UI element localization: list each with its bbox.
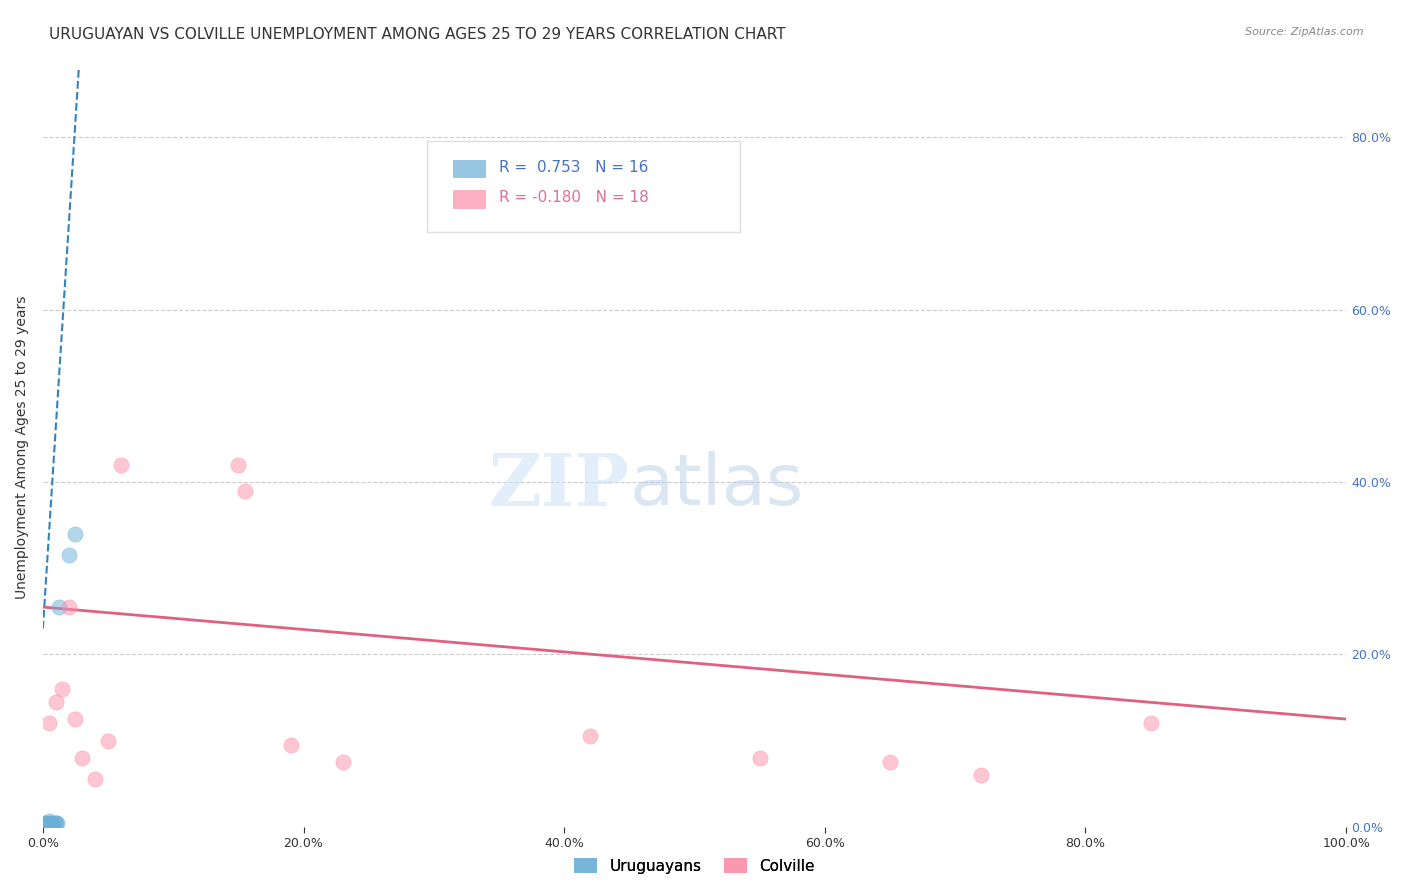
Point bbox=[58, 600, 80, 615]
Point bbox=[32, 820, 55, 834]
Point bbox=[65, 526, 87, 541]
Point bbox=[46, 816, 69, 830]
Point bbox=[233, 483, 256, 498]
Point bbox=[228, 458, 250, 472]
Point bbox=[65, 712, 87, 726]
Text: URUGUAYAN VS COLVILLE UNEMPLOYMENT AMONG AGES 25 TO 29 YEARS CORRELATION CHART: URUGUAYAN VS COLVILLE UNEMPLOYMENT AMONG… bbox=[49, 27, 786, 42]
Point bbox=[34, 817, 56, 831]
Point bbox=[38, 814, 60, 828]
Point bbox=[41, 815, 63, 830]
Point bbox=[97, 733, 120, 747]
Point bbox=[1139, 716, 1161, 731]
Point bbox=[39, 816, 62, 830]
Legend: Uruguayans, Colville: Uruguayans, Colville bbox=[568, 852, 821, 880]
Point bbox=[280, 738, 302, 752]
Point bbox=[48, 600, 70, 615]
Text: ZIP: ZIP bbox=[488, 450, 630, 521]
Point bbox=[58, 549, 80, 563]
Point bbox=[84, 772, 107, 787]
Point bbox=[37, 817, 59, 831]
Point bbox=[970, 768, 993, 782]
Point bbox=[51, 681, 73, 696]
Bar bbox=[453, 160, 486, 178]
Y-axis label: Unemployment Among Ages 25 to 29 years: Unemployment Among Ages 25 to 29 years bbox=[15, 296, 30, 599]
Point bbox=[579, 729, 602, 743]
Point bbox=[110, 458, 132, 472]
Point bbox=[332, 755, 354, 769]
Point bbox=[32, 815, 55, 830]
Point bbox=[748, 751, 770, 765]
Point bbox=[42, 817, 65, 831]
Text: R =  0.753   N = 16: R = 0.753 N = 16 bbox=[499, 160, 648, 175]
Point bbox=[35, 818, 58, 832]
Point bbox=[70, 751, 93, 765]
Point bbox=[45, 815, 67, 830]
Text: Source: ZipAtlas.com: Source: ZipAtlas.com bbox=[1246, 27, 1364, 37]
Point bbox=[38, 716, 60, 731]
Text: R = -0.180   N = 18: R = -0.180 N = 18 bbox=[499, 190, 648, 205]
Bar bbox=[453, 190, 486, 209]
Point bbox=[44, 816, 66, 830]
Point bbox=[45, 695, 67, 709]
Point bbox=[35, 815, 58, 830]
Point bbox=[879, 755, 901, 769]
Text: atlas: atlas bbox=[630, 451, 804, 520]
FancyBboxPatch shape bbox=[427, 141, 740, 232]
